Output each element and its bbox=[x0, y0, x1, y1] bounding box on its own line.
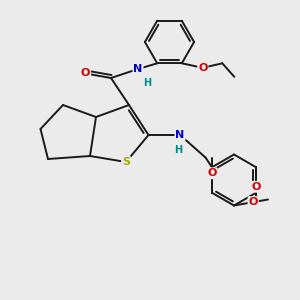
Text: N: N bbox=[134, 64, 142, 74]
Text: O: O bbox=[248, 197, 258, 207]
Text: O: O bbox=[251, 182, 261, 192]
Text: N: N bbox=[176, 130, 184, 140]
Text: H: H bbox=[143, 77, 151, 88]
Text: S: S bbox=[122, 157, 130, 167]
Text: O: O bbox=[207, 168, 217, 178]
Text: O: O bbox=[198, 63, 208, 73]
Text: O: O bbox=[81, 68, 90, 79]
Text: H: H bbox=[174, 145, 183, 155]
